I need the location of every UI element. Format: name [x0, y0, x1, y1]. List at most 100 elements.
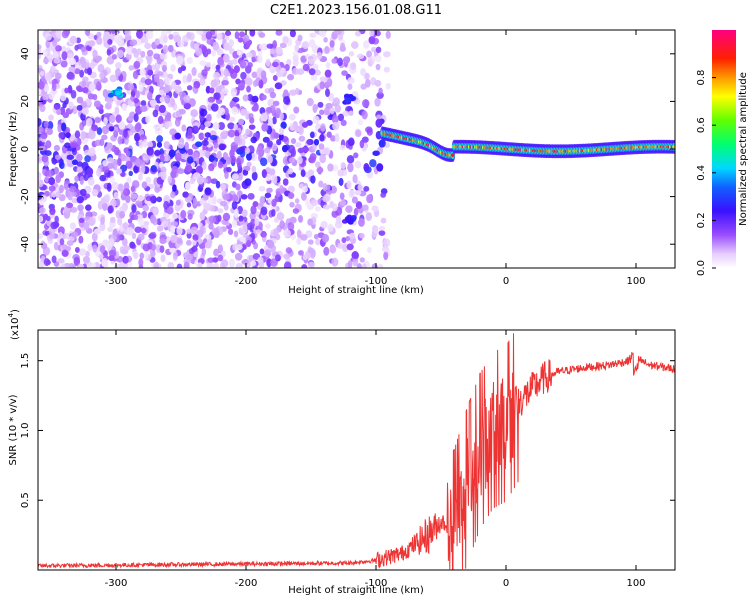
heatmap-cell	[366, 50, 373, 58]
heatmap-cell	[347, 77, 355, 85]
heatmap-cell	[351, 196, 358, 204]
heatmap-cell	[260, 230, 267, 238]
heatmap-cell	[41, 242, 48, 250]
heatmap-cell	[68, 66, 76, 74]
heatmap-cell	[254, 218, 260, 227]
heatmap-cell	[234, 208, 239, 216]
heatmap-cell	[44, 190, 50, 197]
heatmap-cell	[221, 259, 229, 268]
heatmap-cell	[38, 179, 44, 188]
heatmap-cell	[377, 263, 384, 268]
heatmap-cell	[252, 201, 259, 208]
heatmap-cell	[117, 135, 123, 145]
heatmap-cell	[325, 61, 331, 69]
heatmap-cell	[241, 209, 248, 217]
heatmap-cell	[76, 161, 83, 167]
heatmap-cell	[323, 106, 331, 116]
heatmap-cell	[249, 30, 256, 37]
heatmap-cell	[211, 63, 217, 71]
heatmap-cell	[68, 57, 76, 66]
heatmap-cell	[247, 62, 253, 68]
heatmap-cell	[159, 89, 165, 96]
heatmap-cell	[251, 171, 258, 181]
heatmap-cell	[76, 166, 83, 173]
heatmap-cell	[51, 191, 57, 198]
heatmap-cell	[242, 223, 248, 233]
heatmap-cell	[380, 217, 387, 224]
heatmap-cell	[308, 68, 316, 76]
heatmap-cell	[156, 141, 162, 148]
heatmap-cell	[293, 106, 300, 114]
colorbar-tick-label: 0.0	[696, 260, 707, 276]
heatmap-cell	[161, 220, 169, 228]
heatmap-cell	[272, 61, 279, 68]
heatmap-cell	[87, 67, 92, 76]
heatmap-cell	[337, 242, 344, 249]
heatmap-cell	[374, 79, 382, 87]
heatmap-cell	[289, 216, 297, 224]
heatmap-cell	[169, 247, 177, 254]
heatmap-cell	[119, 210, 125, 219]
heatmap-cell	[53, 166, 59, 175]
heatmap-cell	[245, 128, 251, 136]
heatmap-cell	[121, 103, 128, 111]
heatmap-cell	[231, 173, 239, 180]
heatmap-cell	[96, 81, 102, 90]
heatmap-cell	[206, 38, 214, 45]
heatmap-cell	[160, 254, 166, 262]
heatmap-cell	[383, 251, 389, 261]
heatmap-cell	[193, 152, 200, 158]
heatmap-cell	[169, 128, 177, 136]
heatmap-cell	[266, 140, 274, 148]
heatmap-cell	[199, 211, 205, 221]
heatmap-cell	[175, 110, 181, 118]
heatmap-cell	[126, 176, 132, 184]
heatmap-cell	[190, 109, 198, 118]
heatmap-cell	[67, 52, 73, 59]
heatmap-cell	[320, 220, 328, 229]
heatmap-cell	[102, 89, 109, 98]
heatmap-cell	[131, 204, 137, 214]
heatmap-cell	[60, 264, 66, 268]
heatmap-cell	[338, 177, 344, 186]
heatmap-cell	[111, 54, 117, 60]
heatmap-cell	[209, 134, 218, 141]
heatmap-ridge-core	[450, 153, 455, 157]
heatmap-cell	[91, 232, 98, 242]
heatmap-cell	[69, 222, 77, 230]
heatmap-cell	[156, 79, 165, 88]
heatmap-cell	[164, 94, 171, 104]
heatmap-cell	[103, 117, 108, 126]
heatmap-cell	[95, 55, 102, 62]
heatmap-cell	[281, 67, 286, 74]
heatmap-cell	[138, 139, 144, 149]
heatmap-cell	[307, 239, 314, 245]
heatmap-cell	[150, 214, 156, 224]
heatmap-cell	[319, 133, 325, 142]
heatmap-cell	[216, 32, 223, 41]
heatmap-cell	[378, 87, 383, 95]
heatmap-cell	[301, 41, 310, 50]
heatmap-cell	[261, 94, 267, 100]
heatmap-cell	[48, 185, 56, 192]
heatmap-cell	[38, 261, 45, 268]
heatmap-cell	[79, 69, 85, 78]
heatmap-cell	[38, 87, 42, 96]
heatmap-cell	[63, 183, 69, 191]
heatmap-cell	[322, 183, 328, 192]
heatmap-cell	[258, 147, 265, 157]
heatmap-cell	[85, 30, 91, 37]
heatmap-cell	[212, 41, 219, 51]
heatmap-cell	[141, 181, 148, 189]
spectrogram-x-label: Height of straight line (km)	[288, 285, 424, 296]
heatmap-cell	[87, 93, 95, 100]
heatmap-cell	[235, 243, 243, 251]
heatmap-cell	[48, 114, 54, 121]
heatmap-cell	[383, 66, 391, 73]
heatmap-cell	[385, 30, 391, 39]
heatmap-cell	[91, 188, 99, 197]
heatmap-cell	[54, 154, 61, 160]
heatmap-cell	[196, 30, 204, 35]
heatmap-cell	[217, 161, 224, 169]
heatmap-cell	[307, 169, 315, 177]
